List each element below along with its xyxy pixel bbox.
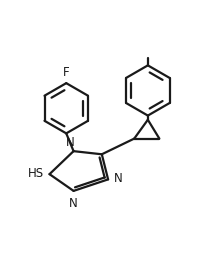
Text: N: N [69,197,78,210]
Text: F: F [63,66,70,79]
Text: N: N [66,136,74,149]
Text: HS: HS [28,167,44,180]
Text: N: N [114,173,123,185]
